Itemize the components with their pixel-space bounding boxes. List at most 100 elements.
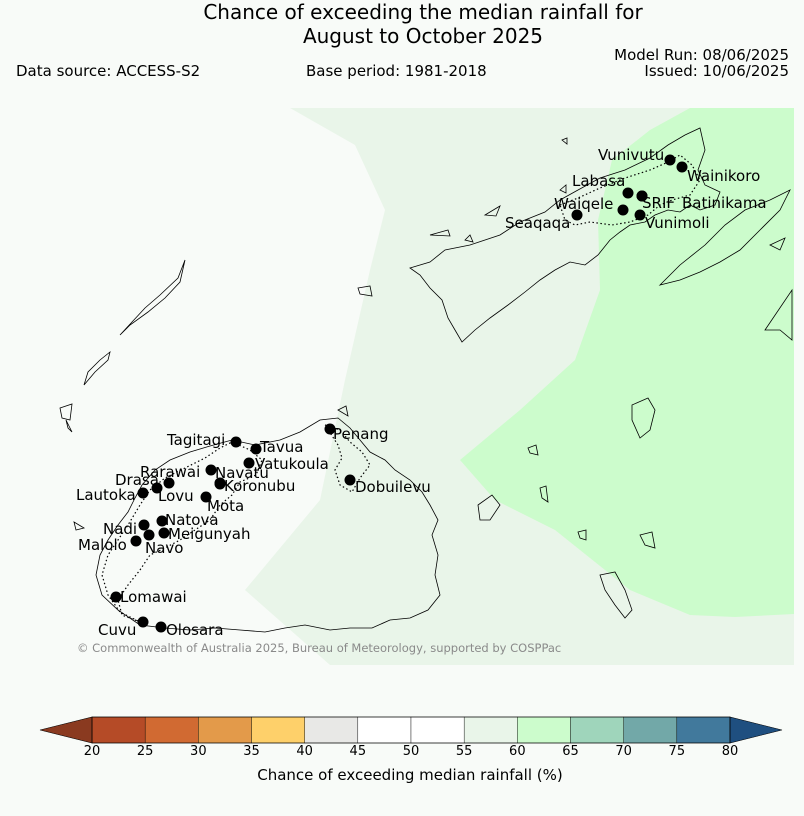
station-marker-waiqele [617,204,629,216]
station-label-labasa: Labasa [572,172,625,190]
colorbar [39,716,783,744]
station-marker-koronubu [214,478,226,490]
station-marker-tavua [250,443,262,455]
colorbar-cell [570,716,624,744]
data-source-label: Data source: ACCESS-S2 [16,62,201,80]
station-marker-vunivutu [664,154,676,166]
station-marker-vunimoli [634,209,646,221]
station-marker-drasa [163,477,175,489]
station-label-lautoka: Lautoka [76,486,136,504]
station-label-cuvu: Cuvu [98,621,136,639]
colorbar-under-arrow [39,716,93,744]
vanua-levu-west-islands [429,137,568,243]
issued-label: Issued: 10/06/2025 [644,62,789,80]
colorbar-tick-label: 40 [296,744,313,759]
station-marker-seaqaqa [571,209,583,221]
station-marker-malolo [130,535,142,547]
colorbar-tick-label: 20 [83,744,101,759]
station-label-tagitagi: Tagitagi [166,431,225,449]
station-marker-dobuilevu [344,474,356,486]
colorbar-cell [676,716,731,744]
station-label-lovu: Lovu [158,487,194,505]
taveuni-outline [658,189,791,286]
station-label-vunivutu: Vunivutu [598,146,664,164]
station-marker-lovu [151,482,163,494]
station-marker-olosara [155,621,167,633]
colorbar-tick-label: 65 [562,744,579,759]
colorbar-tick-label: 50 [402,744,420,759]
station-label-malolo: Malolo [78,536,127,554]
station-label-drasa: Drasa [115,471,159,489]
station-marker-mota [200,491,212,503]
station-label-navatu: Navatu [215,464,269,482]
colorbar-frame [91,716,731,744]
colorbar-over-arrow [729,716,783,744]
station-marker-meigunyah [158,527,170,539]
colorbar-tick-label: 30 [190,744,207,759]
colorbar-tick-label: 25 [136,744,154,759]
colorbar-cell [198,716,252,744]
base-period-label: Base period: 1981-2018 [306,62,487,80]
station-marker-nadi [138,519,150,531]
fiji-rainfall-map: Vunivutu Wainikoro Labasa Waiqele SRIF Batini… [0,108,794,665]
station-label-olosara: Olosara [166,621,224,639]
title-line-1: Chance of exceeding the median rainfall … [203,0,643,24]
station-label-waiqele: Waiqele [554,195,613,213]
title-line-2: August to October 2025 [302,24,544,48]
station-label-natova: Natova [165,511,219,529]
catchment-penang [323,423,371,493]
station-label-penang: Penang [333,425,388,443]
colorbar-cell [144,716,199,744]
station-marker-lautoka [137,487,149,499]
small-islands [337,285,656,619]
colorbar-cell [623,716,678,744]
model-run-label: Model Run: 08/06/2025 [614,46,789,64]
copyright-notice: © Commonwealth of Australia 2025, Bureau… [77,641,562,655]
viti-levu-outline [95,417,441,633]
colorbar-cell [463,716,518,744]
station-label-koronubu: Koronubu [224,477,295,495]
region-60-65 [460,108,794,617]
vanua-levu-outline [409,127,721,343]
colorbar-tick-label: 70 [615,744,632,759]
station-label-rarawai: Rarawai [140,463,200,481]
koro-island [631,397,656,439]
station-marker-lomawai [110,591,122,603]
colorbar-tick-label: 35 [243,744,260,759]
station-marker-navo [143,529,155,541]
station-marker-natova [156,515,168,527]
station-label-nadi: Nadi [103,520,137,538]
station-label-tavua: Tavua [259,438,303,456]
island-east [764,237,793,341]
colorbar-tick-label: 75 [668,744,686,759]
colorbar-tick-label: 80 [721,744,739,759]
map-title: Chance of exceeding the median rainfall … [0,0,804,48]
station-label-wainikoro: Wainikoro [687,167,760,185]
station-label-batinikama: Batinikama [682,194,767,212]
station-label-vunimoli: Vunimoli [645,214,710,232]
station-label-dobuilevu: Dobuilevu [355,478,431,496]
station-marker-wainikoro [676,161,688,173]
colorbar-cell [91,716,146,744]
station-label-meigunyah: Meigunyah [168,525,250,543]
station-label-vatukoula: Vatukoula [255,455,329,473]
colorbar-title: Chance of exceeding median rainfall (%) [257,766,563,784]
colorbar-cell [251,716,305,744]
colorbar-cell [357,716,412,744]
station-marker-batinikama [636,190,648,202]
colorbar-tick-label: 55 [455,744,473,759]
station-marker-tagitagi [230,436,242,448]
station-marker-cuvu [137,616,149,628]
catchment-vanua-levu [559,154,701,226]
colorbar-cell [410,716,465,744]
colorbar-tick-label: 60 [509,744,526,759]
station-marker-rarawai [205,464,217,476]
station-label-lomawai: Lomawai [120,588,187,606]
yasawa-islands [59,259,186,531]
station-label-mota: Mota [207,497,244,515]
colorbar-cells [91,716,731,744]
station-label-seaqaqa: Seaqaqa [505,214,570,232]
station-label-srif: SRIF [642,194,675,212]
colorbar-cell [304,716,359,744]
station-label-navo: Navo [145,539,183,557]
